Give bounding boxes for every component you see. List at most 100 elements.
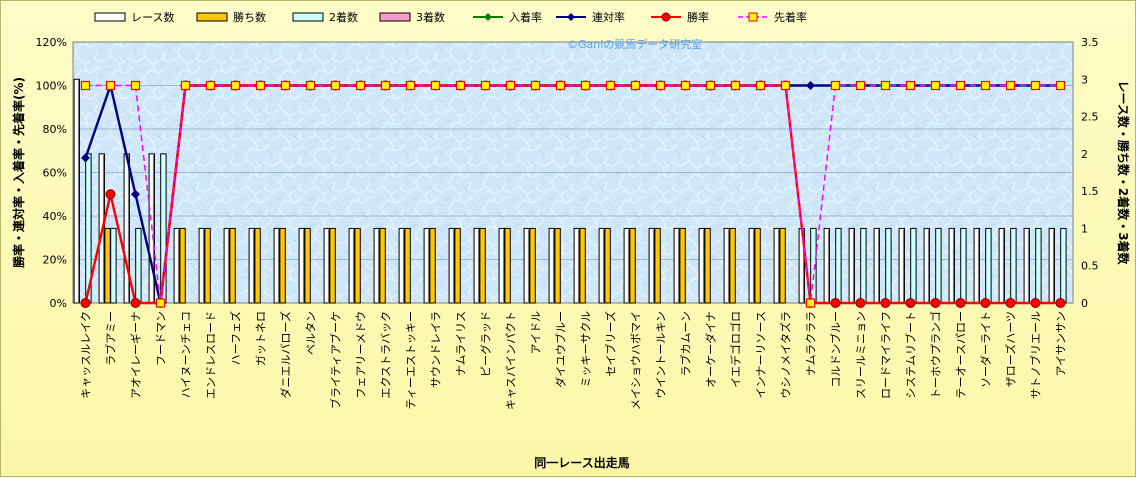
legend-item: 入着率 bbox=[473, 10, 542, 24]
marker-win bbox=[880, 298, 891, 308]
bar bbox=[135, 227, 142, 304]
bar bbox=[179, 227, 186, 304]
bar bbox=[479, 227, 486, 304]
bar bbox=[704, 227, 711, 304]
marker-sencyaku bbox=[230, 80, 241, 91]
marker-win bbox=[105, 189, 116, 200]
marker-sencyaku bbox=[355, 80, 366, 91]
bar-shade bbox=[902, 229, 905, 303]
bar bbox=[985, 227, 992, 304]
bar bbox=[579, 227, 586, 304]
bar-shade bbox=[577, 229, 580, 303]
marker-win bbox=[980, 298, 991, 308]
legend-label: 先着率 bbox=[774, 10, 807, 24]
legend-marker bbox=[748, 12, 758, 22]
line-series-sencyaku bbox=[85, 84, 1061, 304]
bar-shade bbox=[452, 229, 455, 303]
bar-shade bbox=[702, 229, 705, 303]
marker-sencyaku bbox=[1030, 80, 1041, 91]
bar bbox=[429, 227, 436, 304]
marker-sencyaku bbox=[680, 80, 691, 91]
x-category-label: エンドレスロード bbox=[205, 311, 218, 399]
bar bbox=[229, 227, 236, 304]
x-category-label: ダニエルバローズ bbox=[279, 311, 293, 398]
bar bbox=[960, 227, 967, 304]
marker-sencyaku bbox=[430, 80, 441, 91]
marker-sencyaku bbox=[380, 80, 391, 91]
y-right-tick-label: 1 bbox=[1081, 222, 1088, 235]
x-category-label: オーケーダイナ bbox=[704, 311, 718, 388]
bar-shade bbox=[177, 229, 180, 303]
x-category-label: ブライティアブーケ bbox=[329, 311, 343, 409]
marker-win bbox=[130, 298, 141, 308]
legend-swatch bbox=[94, 12, 126, 22]
x-category-label: ベルタン bbox=[305, 311, 318, 355]
marker-sencyaku bbox=[505, 80, 516, 91]
marker-sencyaku bbox=[405, 80, 416, 91]
bar bbox=[104, 227, 111, 304]
bar bbox=[110, 227, 117, 304]
y-right-tick-label: 0 bbox=[1081, 297, 1088, 310]
bar-shade bbox=[1027, 229, 1030, 303]
legend-item: レース数 bbox=[94, 11, 174, 24]
marker-sencyaku bbox=[305, 80, 316, 91]
bar bbox=[1060, 227, 1067, 304]
legend: レース数 勝ち数 2着数 3着数 入着率 連対率 勝率 先着率 bbox=[94, 10, 807, 24]
marker-sencyaku bbox=[705, 80, 716, 91]
y-left-tick-label: 0% bbox=[50, 297, 67, 310]
legend-label: 3着数 bbox=[416, 10, 445, 24]
y-axis-right-title: レース数・勝ち数・2着数・3着数 bbox=[1116, 80, 1131, 265]
marker-sencyaku bbox=[605, 80, 616, 91]
bar-layer bbox=[73, 78, 1067, 304]
x-category-label: テーオースパロー bbox=[955, 311, 968, 398]
x-category-label: トーホウプランゴ bbox=[929, 311, 943, 399]
marker-sencyaku bbox=[630, 80, 641, 91]
x-category-label: フードマン bbox=[155, 311, 168, 366]
bar bbox=[729, 227, 736, 304]
x-category-label: ザローズハーツ bbox=[1004, 311, 1018, 387]
marker-sencyaku bbox=[855, 80, 866, 91]
legend-item: 3着数 bbox=[379, 10, 445, 24]
marker-win bbox=[1030, 298, 1041, 308]
marker-win bbox=[930, 298, 941, 308]
x-category-label: ハーフェズ bbox=[229, 311, 243, 365]
x-category-label: ロードマイライフ bbox=[880, 311, 893, 399]
x-category-label: アイドル bbox=[530, 311, 543, 354]
legend-item: 2着数 bbox=[292, 10, 358, 24]
bar-shade bbox=[852, 229, 855, 303]
bar-shade bbox=[327, 229, 330, 303]
bar bbox=[554, 227, 561, 304]
x-category-label: サウンドレイラ bbox=[430, 311, 443, 388]
bar bbox=[329, 227, 336, 304]
y-right-tick-label: 0.5 bbox=[1081, 260, 1099, 273]
bar-shade bbox=[877, 229, 880, 303]
x-category-label: ミッキーサクル bbox=[580, 311, 593, 387]
marker-win bbox=[955, 298, 966, 308]
legend-item: 連対率 bbox=[556, 10, 625, 24]
bar-shade bbox=[227, 229, 230, 303]
bar bbox=[279, 227, 286, 304]
bar-shade bbox=[652, 229, 655, 303]
x-category-label: ウイントールキン bbox=[655, 311, 668, 399]
bar-shade bbox=[302, 229, 305, 303]
x-category-label: コルドンブルー bbox=[829, 311, 843, 388]
marker-sencyaku bbox=[180, 80, 191, 91]
marker-rentai bbox=[81, 153, 90, 163]
marker-sencyaku bbox=[330, 80, 341, 91]
marker-sencyaku bbox=[580, 80, 591, 91]
bar bbox=[1010, 227, 1017, 304]
bar bbox=[73, 78, 80, 304]
x-category-label: キャスパインパクト bbox=[505, 311, 518, 410]
x-category-label: イエデゴロゴロ bbox=[729, 311, 743, 388]
bar-shade bbox=[627, 229, 630, 303]
marker-sencyaku bbox=[930, 80, 941, 91]
marker-sencyaku bbox=[280, 80, 291, 91]
legend-label: 2着数 bbox=[329, 10, 358, 24]
x-category-label: ラブアミー bbox=[104, 311, 118, 366]
y-left-tick-label: 80% bbox=[43, 123, 67, 136]
x-category-label: アイサンサン bbox=[1055, 311, 1068, 376]
marker-sencyaku bbox=[555, 80, 566, 91]
legend-label: 勝率 bbox=[687, 10, 709, 24]
x-category-label: ティーエストッキー bbox=[405, 311, 418, 409]
bar-shade bbox=[602, 229, 605, 303]
